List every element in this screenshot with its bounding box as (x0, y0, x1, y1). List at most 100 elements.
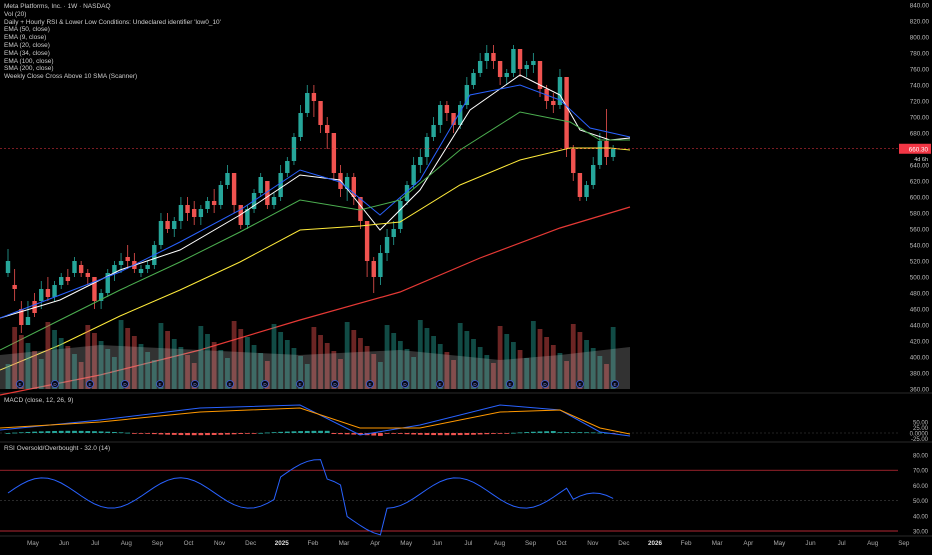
legend-item-sma200: SMA (200, close) (4, 65, 54, 73)
legend-item-vol: Vol (20) (4, 10, 27, 18)
price-tick: 520.00 (910, 259, 930, 266)
volume-bar (404, 349, 410, 389)
candle-body (78, 265, 84, 273)
event-marker (401, 380, 409, 388)
candle-body (604, 141, 609, 157)
ema9-line (0, 74, 631, 319)
candle-body (45, 289, 51, 297)
volume-bar (284, 340, 290, 389)
macd-histogram-bar (251, 433, 257, 434)
time-axis-label: Nov (587, 540, 599, 547)
rsi-pane-label: RSI Oversold/Overbought - 32.0 (14) (4, 445, 111, 452)
volume-bar (318, 335, 323, 389)
volume-bar (471, 339, 476, 389)
event-marker (296, 380, 304, 388)
macd-histogram-bar (384, 433, 390, 434)
candle-body (245, 209, 250, 225)
macd-histogram-bar (298, 431, 303, 433)
macd-histogram-bar (457, 433, 463, 436)
time-axis-label: Feb (307, 540, 318, 547)
candle-body (364, 221, 370, 261)
volume-bar (584, 340, 589, 389)
volume-bar (577, 332, 583, 389)
volume-bar (5, 364, 11, 389)
volume-bar (457, 323, 463, 389)
candle-body (477, 61, 483, 73)
symbol-title: Meta Platforms, Inc. · 1W · NASDAQ (4, 3, 111, 10)
macd-histogram-bar (451, 433, 456, 436)
volume-bar (112, 357, 117, 389)
macd-histogram-bar (158, 433, 164, 435)
macd-histogram-bar (264, 432, 270, 434)
volume-bar (298, 356, 303, 389)
candle-body (285, 161, 290, 173)
volume-bar (530, 321, 536, 389)
volume-bar (431, 336, 436, 389)
candle-body (497, 61, 503, 77)
event-marker-letter: D (333, 382, 337, 387)
candle-body (165, 221, 170, 229)
macd-histogram-bar (218, 433, 224, 435)
rsi-tick: 50.00 (913, 499, 929, 505)
macd-histogram-bar (344, 433, 350, 435)
candle-body (198, 209, 204, 217)
candle-body (145, 265, 150, 269)
macd-histogram-bar (417, 433, 423, 435)
macd-histogram-bar (484, 433, 490, 435)
rsi-tick: 40.00 (913, 514, 929, 520)
last-price-label: 660.30 (909, 146, 929, 153)
macd-histogram-bar (371, 433, 377, 436)
macd-histogram-bar (318, 430, 323, 433)
macd-histogram-bar (477, 433, 483, 435)
candle-body (358, 197, 363, 221)
price-tick: 820.00 (910, 19, 930, 26)
candle-body (158, 221, 164, 245)
macd-histogram-bar (544, 431, 550, 433)
volume-bar (225, 358, 230, 389)
volume-bar (417, 320, 423, 389)
macd-histogram-bar (351, 433, 357, 435)
event-marker-letter: D (53, 382, 57, 387)
volume-bar (264, 361, 270, 389)
candle-body (218, 185, 223, 205)
time-axis-label: Mar (339, 540, 350, 547)
macd-histogram-bar (577, 432, 583, 433)
time-axis-label: 2025 (275, 540, 290, 547)
volume-bar (18, 335, 24, 389)
volume-bar (444, 352, 450, 389)
candle-body (12, 285, 17, 289)
macd-histogram-bar (391, 433, 397, 434)
macd-histogram-bar (284, 431, 290, 433)
rsi-tick: 60.00 (913, 484, 929, 490)
event-marker-letter: D (473, 382, 477, 387)
volume-bar (477, 347, 483, 389)
macd-histogram-bar (278, 431, 284, 433)
candle-body (351, 177, 356, 197)
volume-bar (158, 323, 164, 389)
macd-histogram-bar (497, 433, 503, 434)
macd-histogram-bar (431, 433, 436, 436)
legend: Meta Platforms, Inc. · 1W · NASDAQ Vol (… (4, 3, 221, 81)
candle-body (424, 137, 430, 157)
volume-bar (65, 346, 71, 389)
macd-histogram-bar (138, 433, 144, 434)
candle-body (577, 173, 583, 197)
candle-body (517, 49, 523, 69)
event-marker-letter: E (613, 382, 616, 387)
macd-histogram-bar (517, 432, 523, 434)
event-marker-letter: E (368, 382, 371, 387)
volume-bar (52, 330, 57, 389)
candle-body (484, 53, 489, 61)
macd-histogram-bar (424, 433, 430, 435)
event-marker (436, 380, 444, 388)
macd-tick: 0.0000 (910, 432, 929, 438)
candle-body (331, 133, 337, 173)
time-axis-label: Dec (245, 540, 256, 547)
candle-body (464, 85, 470, 105)
macd-histogram-bar (5, 433, 11, 434)
volume-bar (311, 327, 317, 389)
candle-body (205, 201, 210, 209)
macd-histogram-bar (12, 432, 18, 434)
